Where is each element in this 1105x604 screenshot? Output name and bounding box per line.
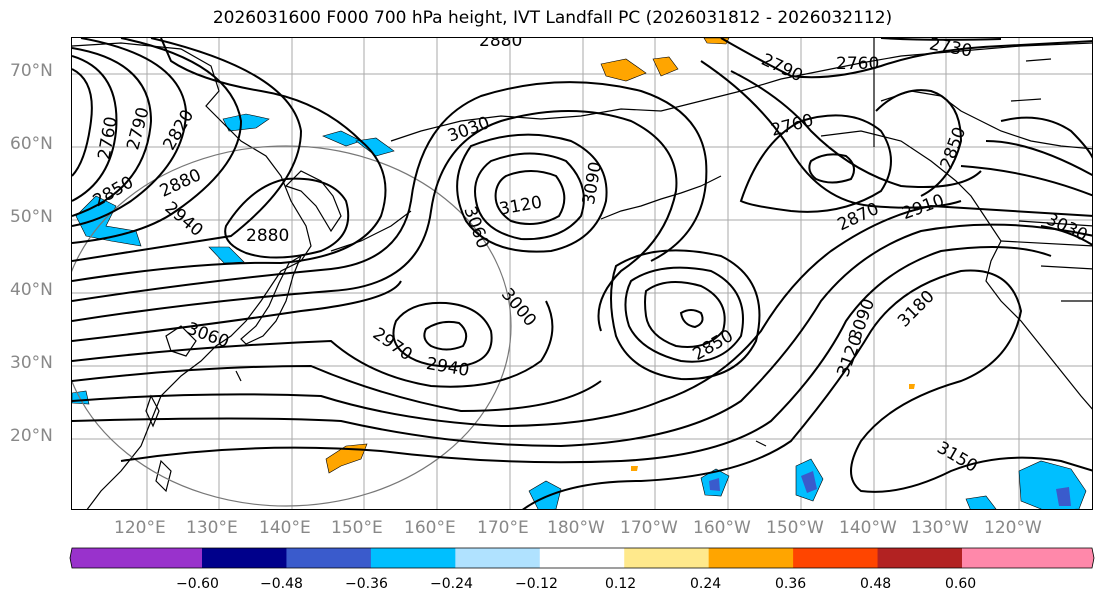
contour-label: 3120 [498,192,544,219]
map-title: 2026031600 F000 700 hPa height, IVT Land… [0,8,1105,28]
lon-label: 130°W [911,518,969,538]
lon-label: 170°E [477,518,529,538]
lon-label: 160°W [693,518,751,538]
contour-label: 2790 [758,50,806,86]
colorbar-segment [202,548,287,568]
contour-label: 3150 [933,438,980,477]
colorbar-segment [286,548,371,568]
colorbar-segment [793,548,878,568]
contour-label: 2760 [95,115,122,161]
contour-label: 2730 [928,38,974,62]
lon-label: 180°W [547,518,605,538]
colorbar-tick: −0.36 [345,576,388,592]
colorbar-tick: −0.48 [260,576,303,592]
contour-label: 2880 [246,226,289,246]
lon-label: 120°W [984,518,1042,538]
colorbar-tick: 0.48 [860,576,891,592]
lon-label: 170°W [620,518,678,538]
lat-label-50n: 50°N [10,207,68,227]
colorbar-segment [455,548,540,568]
contour-label: 2940 [425,354,471,381]
contour-label: 2970 [369,324,416,365]
colorbar-segment [624,548,709,568]
colorbar-segment [70,548,202,568]
lon-label: 160°E [404,518,456,538]
colorbar-tick: 0.24 [690,576,721,592]
colorbar-tick: −0.60 [176,576,219,592]
graticule [72,38,1093,510]
colorbar-segment [371,548,456,568]
contour-label: 2880 [479,38,522,51]
contour-label: 2760 [769,110,816,141]
lat-label-30n: 30°N [10,353,68,373]
map-canvas: 2880 2730 2760 2790 3030 2760 2850 2760 … [72,38,1093,510]
lon-label: 140°W [839,518,897,538]
contour-label: 2760 [836,54,879,74]
contour-label: 3120 [833,332,867,379]
contour-label: 2850 [937,124,971,171]
lon-label: 130°E [186,518,238,538]
colorbar-segment [540,548,625,568]
colorbar [60,546,1105,572]
lat-label-60n: 60°N [10,134,68,154]
colorbar-segment [878,548,963,568]
contour-label: 3060 [459,204,493,251]
colorbar-tick: 0.60 [945,576,976,592]
colorbar-tick: −0.12 [515,576,558,592]
map-panel: 2880 2730 2760 2790 3030 2760 2850 2760 … [71,37,1093,510]
contour-label: 3000 [497,285,540,331]
colorbar-segment [962,548,1094,568]
lon-label: 140°E [259,518,311,538]
lat-label-20n: 20°N [10,426,68,446]
colorbar-segment [709,548,794,568]
colorbar-tick: 0.12 [605,576,636,592]
lon-label: 150°W [766,518,824,538]
lat-label-70n: 70°N [10,61,68,81]
lon-label: 150°E [331,518,383,538]
lat-label-40n: 40°N [10,280,68,300]
colorbar-tick: 0.36 [775,576,806,592]
contour-label: 2790 [123,105,154,152]
lon-label: 120°E [114,518,166,538]
colorbar-tick: −0.24 [430,576,473,592]
